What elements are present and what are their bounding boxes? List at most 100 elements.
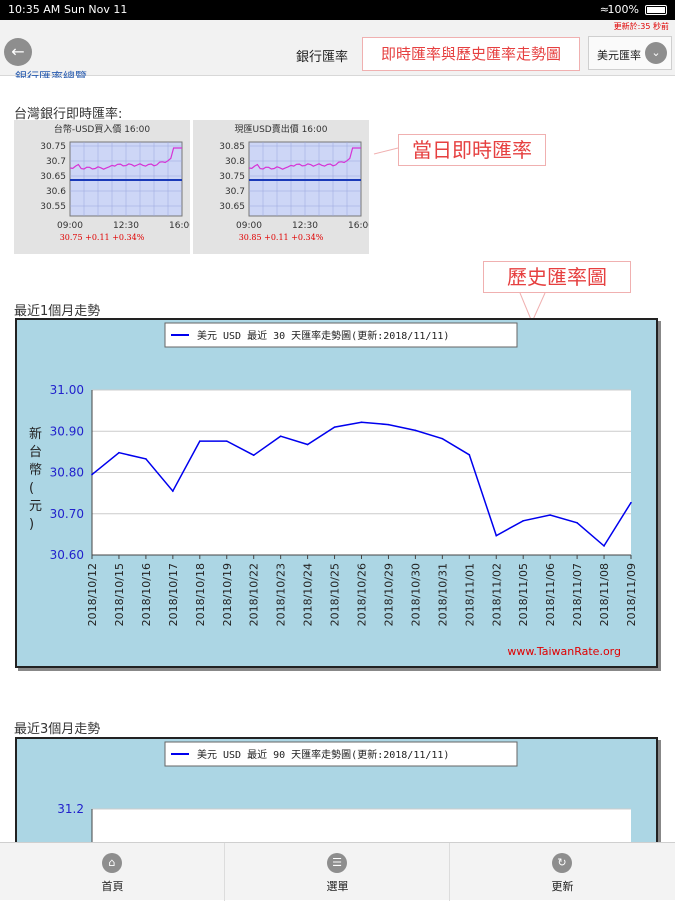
x-tick-label: 2018/11/01 [463,563,476,626]
data-point [91,473,93,476]
tab-home[interactable]: ⌂ 首頁 [0,843,225,901]
tab-menu[interactable]: ☰ 選單 [225,843,450,901]
overview-link[interactable]: 銀行匯率總覽 [15,70,88,78]
x-tick-label: 2018/11/08 [598,563,611,626]
mini-chart-sell: 現匯USD賣出價 16:00 30.85 30.8 30.75 30.7 30.65 09:… [193,120,369,254]
mini-y-tick: 30.55 [40,202,66,212]
data-point [279,435,282,437]
currency-select-label: 美元匯率 [597,49,641,62]
x-tick-label: 2018/10/15 [113,563,126,626]
x-tick-label: 2018/10/19 [221,563,234,626]
page-title: 銀行匯率 [296,50,349,65]
mini-chart-footer: 30.85 +0.11 +0.34% [239,233,324,242]
mini-y-tick: 30.85 [219,142,245,152]
arrow-left-icon: ← [11,42,25,61]
y-tick-label: 30.60 [50,548,84,562]
callout-realtime: 當日即時匯率 [398,134,546,166]
tab-bar: ⌂ 首頁 ☰ 選單 ↻ 更新 [0,842,675,901]
data-point [118,451,120,454]
legend-text: 美元 USD 最近 30 天匯率走勢圖(更新:2018/11/11) [197,329,449,342]
tab-menu-label: 選單 [326,880,349,893]
tab-home-label: 首頁 [101,880,124,893]
x-tick-label: 2018/10/18 [194,563,207,626]
data-point [441,437,444,440]
y-tick-label: 31.2 [57,802,84,816]
x-tick-label: 2018/10/26 [356,563,369,626]
legend-text: 美元 USD 最近 90 天匯率走勢圖(更新:2018/11/11) [197,748,449,761]
callout-history: 歷史匯率圖 [483,261,631,293]
mini-chart-title: 台幣-USD買入價 16:00 [54,123,151,135]
callout-top: 即時匯率與歷史匯率走勢圖 [362,37,580,71]
legend-box [164,741,518,767]
mini-x-tick: 09:00 [236,221,262,231]
mini-x-tick: 16:00 [169,221,190,231]
data-point [172,490,174,492]
x-tick-label: 2018/11/05 [517,563,530,626]
data-point [387,423,390,426]
chevron-down-icon: ⌄ [645,42,667,64]
data-point [468,453,471,456]
home-icon: ⌂ [102,853,122,873]
mini-price-line [248,147,361,170]
tab-refresh[interactable]: ↻ 更新 [450,843,675,901]
data-point [145,458,147,460]
x-tick-label: 2018/10/24 [302,563,315,626]
x-tick-label: 2018/10/22 [248,563,261,626]
data-point [522,519,524,522]
y-tick-label: 30.90 [50,424,84,438]
mini-x-tick: 12:30 [113,221,139,231]
section-1m-label: 最近1個月走勢 [14,304,101,319]
mini-y-tick: 30.75 [40,142,66,152]
data-point [306,443,309,446]
mini-chart-title: 現匯USD賣出價 16:00 [234,123,327,135]
x-tick-label: 2018/10/31 [436,563,449,626]
legend-box [164,322,518,348]
update-status: 更新於:35 秒前 [613,22,669,31]
menu-icon: ☰ [327,853,347,873]
currency-select-button[interactable]: 美元匯率 ⌄ [588,36,672,70]
chart-1-month: 美元 USD 最近 30 天匯率走勢圖(更新:2018/11/11) 31.00 3… [15,318,658,668]
x-tick-label: 2018/10/23 [275,563,288,626]
mini-chart-buy: 台幣-USD買入價 16:00 30.75 30.7 30.65 30.6 30.55 09… [14,120,190,254]
mini-y-tick: 30.75 [219,172,245,182]
data-point [576,522,578,524]
mini-x-tick: 12:30 [292,221,318,231]
y-axis-label: 新台幣(元) [29,426,42,532]
status-date: Sun Nov 11 [64,3,128,16]
section-3m-label: 最近3個月走勢 [14,722,101,737]
mini-chart-footer: 30.75 +0.11 +0.34% [60,233,145,242]
refresh-icon: ↻ [552,853,572,873]
wifi-icon: ≈ [599,3,609,16]
x-tick-label: 2018/11/09 [625,563,638,626]
y-tick-label: 30.80 [50,466,84,480]
section-realtime-label: 台灣銀行即時匯率: [14,107,123,122]
back-button[interactable]: ← [4,38,32,66]
data-point [549,514,551,516]
x-tick-label: 2018/10/30 [409,563,422,626]
y-tick-label: 31.00 [50,383,84,397]
y-tick-label: 30.70 [50,507,84,521]
x-tick-label: 2018/10/16 [140,563,153,626]
data-point [630,501,632,504]
chart-3-month: 美元 USD 最近 90 天匯率走勢圖(更新:2018/11/11) 31.2 [15,737,658,857]
mini-y-tick: 30.6 [46,187,66,197]
data-point [252,454,255,456]
x-tick-label: 2018/10/29 [382,563,395,626]
mini-y-tick: 30.8 [225,157,245,167]
x-tick-label: 2018/11/07 [571,563,584,626]
x-tick-label: 2018/11/06 [544,563,557,626]
x-tick-label: 2018/10/25 [329,563,342,626]
mini-x-tick: 09:00 [57,221,83,231]
mini-y-tick: 30.65 [40,172,66,182]
status-time: 10:35 AM [8,3,61,16]
mini-x-tick: 16:00 [348,221,369,231]
x-tick-label: 2018/11/02 [490,563,503,626]
data-point [333,426,336,428]
mini-y-tick: 30.7 [46,157,66,167]
battery-percent: 100% [607,3,639,16]
data-point [414,429,417,432]
tab-refresh-label: 更新 [551,880,574,893]
data-point [360,421,363,423]
mini-y-tick: 30.65 [219,202,245,212]
status-bar: 10:35 AM Sun Nov 11 ≈ 100% [0,0,675,20]
